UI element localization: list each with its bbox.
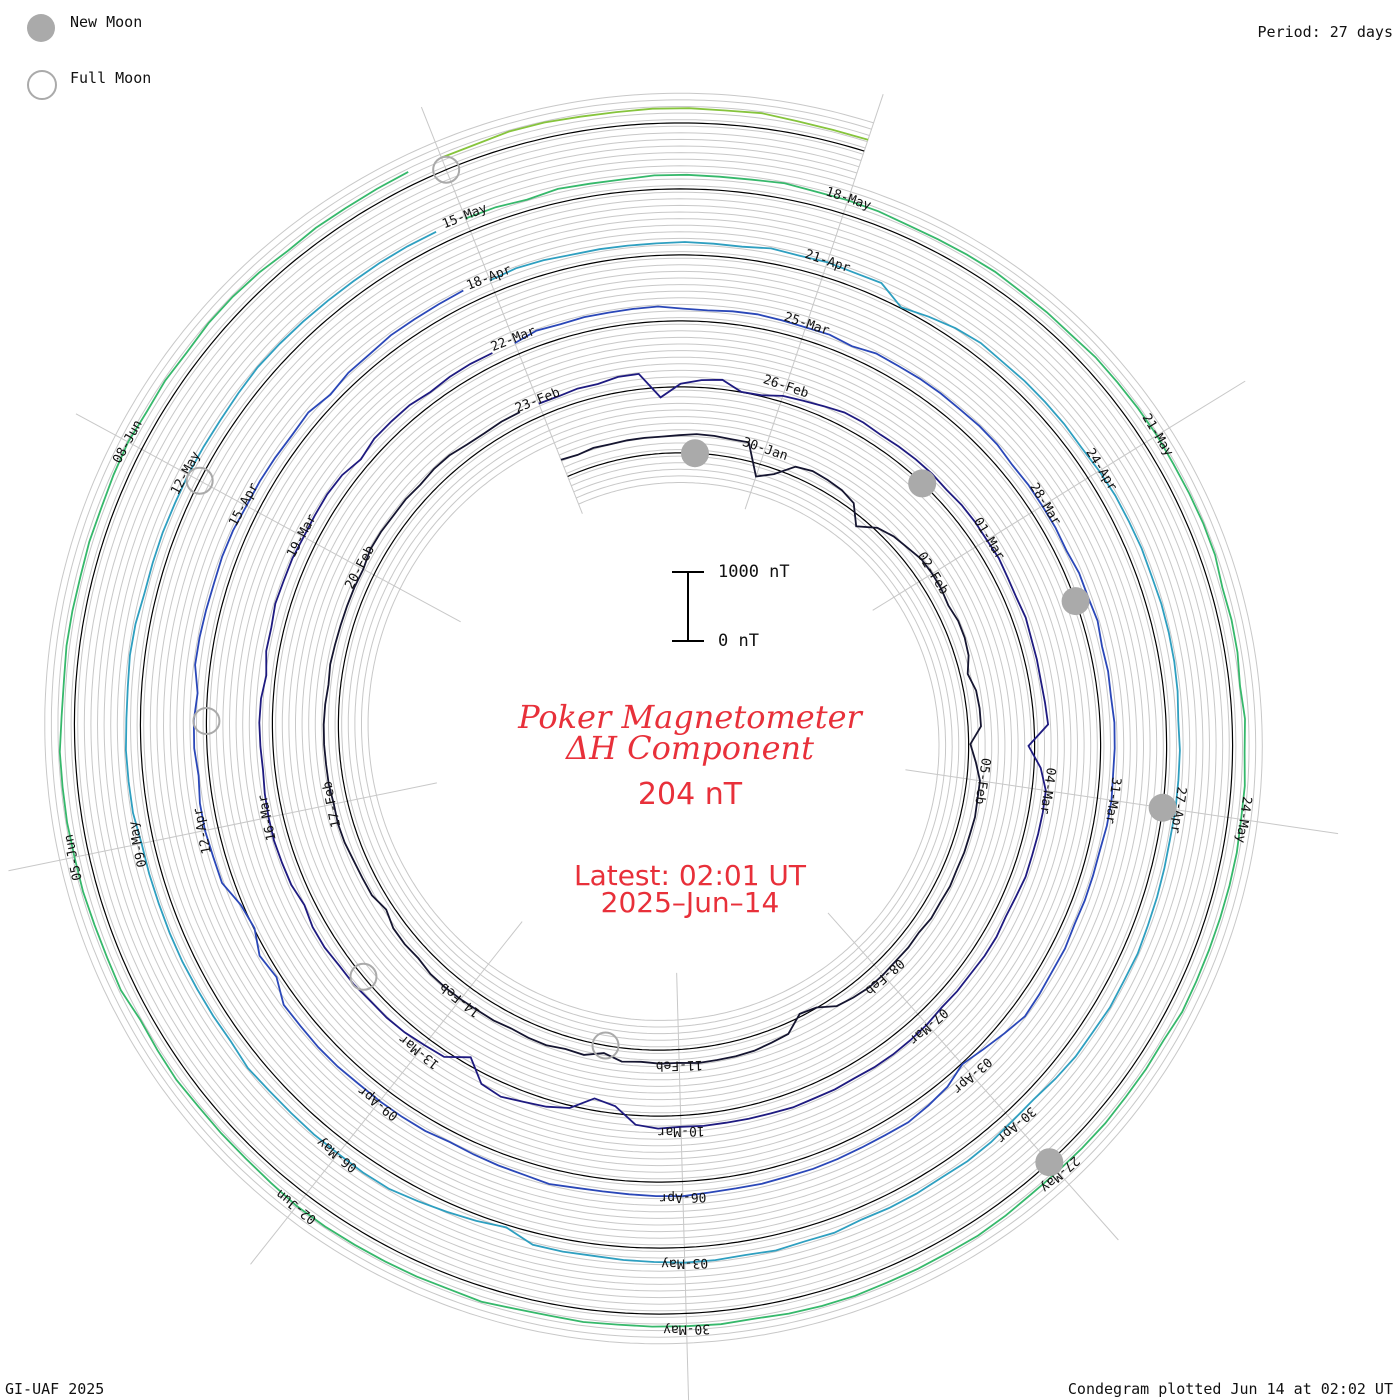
footer-label: Condegram plotted Jun 14 at 02:02 UT xyxy=(1067,1380,1393,1398)
date-label: 11-Feb xyxy=(655,1057,703,1073)
date-label: 21-Apr xyxy=(803,247,852,276)
chart-subtitle: ΔH Component xyxy=(565,729,815,767)
full-moon-marker xyxy=(185,466,214,495)
radial-grid-line xyxy=(250,921,523,1265)
full-moon-marker xyxy=(192,706,221,735)
date-label: 22-Mar xyxy=(489,324,538,355)
date-label: 18-Apr xyxy=(464,262,513,293)
full-moon-marker xyxy=(349,962,378,991)
date-label: 04-Mar xyxy=(1036,766,1058,815)
scale-bottom-label: 0 nT xyxy=(718,631,759,651)
latest-time: Latest: 02:01 UT xyxy=(573,859,807,892)
trace-segment xyxy=(58,171,1246,1328)
date-label: 30-Apr xyxy=(993,1103,1038,1146)
date-label: 07-Mar xyxy=(905,1005,950,1048)
full-moon-marker xyxy=(432,155,461,184)
date-label: 30-Jan xyxy=(740,435,789,464)
current-value: 204 nT xyxy=(637,777,743,812)
radial-grid-line xyxy=(420,106,583,514)
radial-grid-line xyxy=(8,782,437,872)
trace-segment xyxy=(124,230,1181,1264)
date-label: 08-Feb xyxy=(862,955,907,998)
radial-grid-line xyxy=(744,94,884,510)
new-moon-marker xyxy=(1061,587,1090,616)
new-moon-marker xyxy=(908,469,937,498)
radial-grid-line xyxy=(827,912,1119,1241)
scale-bar xyxy=(672,571,704,642)
radial-grid-line xyxy=(75,413,461,623)
date-label: 24-Apr xyxy=(1082,446,1119,494)
radial-grid-line xyxy=(872,380,1246,611)
radial-grid xyxy=(8,94,1339,1400)
trace-segment xyxy=(258,352,1050,1130)
chart-title: Poker Magnetometer xyxy=(518,698,862,736)
radial-grid-line xyxy=(905,769,1339,835)
date-label: 31-Mar xyxy=(1102,776,1124,825)
date-label: 28-Mar xyxy=(1026,480,1063,528)
credit-label: GI-UAF 2025 xyxy=(5,1380,105,1398)
trace-segment xyxy=(441,107,869,159)
date-label: 14-Feb xyxy=(437,979,483,1020)
trace-segment xyxy=(192,289,1116,1198)
new-moon-legend-label: New Moon xyxy=(70,13,143,31)
date-label: 10-Mar xyxy=(657,1123,705,1139)
new-moon-marker xyxy=(1148,793,1177,822)
trace-group xyxy=(58,107,1246,1328)
date-label: 23-Feb xyxy=(513,385,562,416)
date-label: 30-May xyxy=(663,1321,711,1337)
date-label: 15-May xyxy=(440,201,489,232)
new-moon-marker xyxy=(1035,1148,1064,1177)
date-label: 03-May xyxy=(661,1255,709,1271)
date-label: 25-Mar xyxy=(782,310,831,339)
period-label: Period: 27 days xyxy=(1257,23,1393,41)
date-label: 02-Jun xyxy=(273,1186,319,1227)
new-moon-legend-icon xyxy=(27,14,55,42)
date-label: 24-May xyxy=(1232,795,1254,844)
full-moon-legend-icon xyxy=(27,70,57,100)
date-label: 21-May xyxy=(1139,411,1176,459)
trace-segment xyxy=(322,411,982,1065)
baseline-spiral xyxy=(73,122,1234,1315)
date-label: 18-May xyxy=(824,185,873,214)
date-label: 01-Mar xyxy=(970,515,1007,563)
full-moon-marker xyxy=(591,1031,620,1060)
radial-grid-line xyxy=(676,972,690,1400)
full-moon-legend-label: Full Moon xyxy=(70,69,152,87)
scale-top-label: 1000 nT xyxy=(718,562,790,582)
new-moon-marker xyxy=(680,439,709,468)
date-label: 06-Apr xyxy=(659,1189,707,1205)
latest-date: 2025–Jun–14 xyxy=(600,886,780,919)
date-label: 05-Feb xyxy=(971,757,993,806)
